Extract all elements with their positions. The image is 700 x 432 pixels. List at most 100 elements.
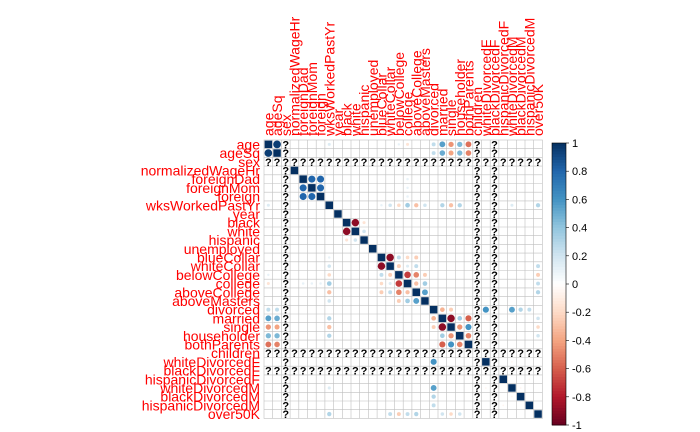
- colorbar-segment: [552, 362, 566, 367]
- na-mark: ?: [282, 374, 289, 386]
- row-label: white: [226, 223, 260, 239]
- colorbar-segment: [552, 377, 566, 381]
- colorbar-segment: [552, 408, 566, 412]
- na-mark: ?: [265, 157, 272, 169]
- na-mark: ?: [300, 157, 307, 169]
- correlation-circle: [422, 281, 428, 286]
- na-mark: ?: [491, 392, 498, 404]
- colorbar-segment: [552, 179, 566, 183]
- correlation-circle: [299, 184, 307, 192]
- colorbar-segment: [552, 300, 566, 305]
- diagonal-cell: [516, 392, 525, 401]
- column-label: bothParents: [460, 61, 476, 137]
- na-mark: ?: [343, 348, 350, 360]
- colorbar-segment: [552, 171, 566, 175]
- na-mark: ?: [282, 383, 289, 395]
- colorbar-segment: [552, 312, 566, 316]
- na-mark: ?: [474, 305, 481, 317]
- colorbar-segment: [552, 185, 566, 189]
- na-mark: ?: [300, 366, 307, 378]
- na-mark: ?: [517, 157, 524, 169]
- na-mark: ?: [474, 270, 481, 282]
- diagonal-cell: [456, 332, 464, 340]
- colorbar-segment: [552, 221, 566, 226]
- colorbar-segment: [552, 368, 566, 372]
- na-mark: ?: [474, 244, 481, 256]
- column-label: hispanicDivorcedM: [521, 18, 537, 136]
- correlation-circle: [457, 150, 463, 156]
- na-mark: ?: [413, 157, 420, 169]
- correlation-circle: [406, 142, 410, 146]
- colorbar-segment: [552, 413, 566, 418]
- na-mark: ?: [448, 157, 455, 169]
- correlation-circle: [431, 394, 436, 399]
- na-mark: ?: [343, 366, 350, 378]
- na-mark: ?: [335, 366, 342, 378]
- na-mark: ?: [491, 183, 498, 195]
- correlation-circle: [266, 203, 270, 207]
- na-mark: ?: [413, 348, 420, 360]
- na-mark: ?: [474, 339, 481, 351]
- colorbar-segment: [552, 145, 566, 150]
- colorbar-segment: [552, 190, 566, 195]
- row-label: hispanicDivorcedF: [145, 371, 260, 387]
- colorbar-segment: [552, 238, 566, 243]
- correlation-circle: [327, 290, 332, 295]
- colorbar-segment: [552, 348, 566, 353]
- na-mark: ?: [474, 157, 481, 169]
- colorbar-segment: [552, 199, 566, 203]
- na-mark: ?: [474, 296, 481, 308]
- na-mark: ?: [274, 348, 281, 360]
- na-mark: ?: [474, 192, 481, 204]
- row-label: hispanic: [209, 232, 260, 248]
- na-mark: ?: [474, 383, 481, 395]
- correlation-circle: [405, 298, 410, 304]
- na-mark: ?: [509, 157, 516, 169]
- na-mark: ?: [491, 287, 498, 299]
- correlation-circle: [386, 253, 394, 262]
- na-mark: ?: [500, 366, 507, 378]
- correlation-circle: [440, 333, 445, 339]
- correlation-circle: [482, 306, 489, 313]
- na-mark: ?: [448, 366, 455, 378]
- na-mark: ?: [282, 305, 289, 317]
- colorbar-segment: [552, 320, 566, 324]
- colorbar-segment: [552, 410, 566, 415]
- column-label: foreign: [313, 93, 329, 136]
- na-mark: ?: [282, 392, 289, 404]
- na-mark: ?: [482, 348, 489, 360]
- correlation-circle: [465, 315, 472, 322]
- colorbar-segment: [552, 309, 566, 313]
- colorbar-segment: [552, 346, 566, 350]
- correlation-circle: [327, 299, 332, 303]
- correlation-circle: [456, 341, 463, 348]
- na-mark: ?: [491, 296, 498, 308]
- correlation-circle: [301, 282, 305, 285]
- na-mark: ?: [491, 409, 498, 421]
- row-label: blackDivorcedF: [164, 363, 260, 379]
- correlation-circle: [396, 298, 401, 303]
- correlation-circle: [535, 290, 541, 295]
- correlation-circle: [405, 290, 410, 295]
- correlation-circle: [510, 203, 514, 207]
- na-mark: ?: [335, 157, 342, 169]
- correlation-circle: [274, 341, 280, 348]
- correlation-circle: [327, 142, 331, 146]
- diagonal-cell: [325, 201, 333, 209]
- diagonal-cell: [351, 227, 360, 236]
- colorbar-segment: [552, 365, 566, 370]
- colorbar-segment: [552, 233, 566, 237]
- na-mark: ?: [491, 366, 498, 378]
- na-mark: ?: [282, 174, 289, 186]
- column-label: children: [469, 87, 485, 136]
- correlation-circle: [266, 307, 271, 312]
- colorbar-segment: [552, 143, 566, 147]
- na-mark: ?: [491, 252, 498, 264]
- colorbar-segment: [552, 148, 566, 152]
- na-mark: ?: [526, 157, 533, 169]
- na-mark: ?: [308, 348, 315, 360]
- correlation-circle: [310, 282, 314, 285]
- correlation-circle: [395, 280, 403, 287]
- correlation-circle: [397, 143, 401, 146]
- colorbar-segment: [552, 168, 566, 172]
